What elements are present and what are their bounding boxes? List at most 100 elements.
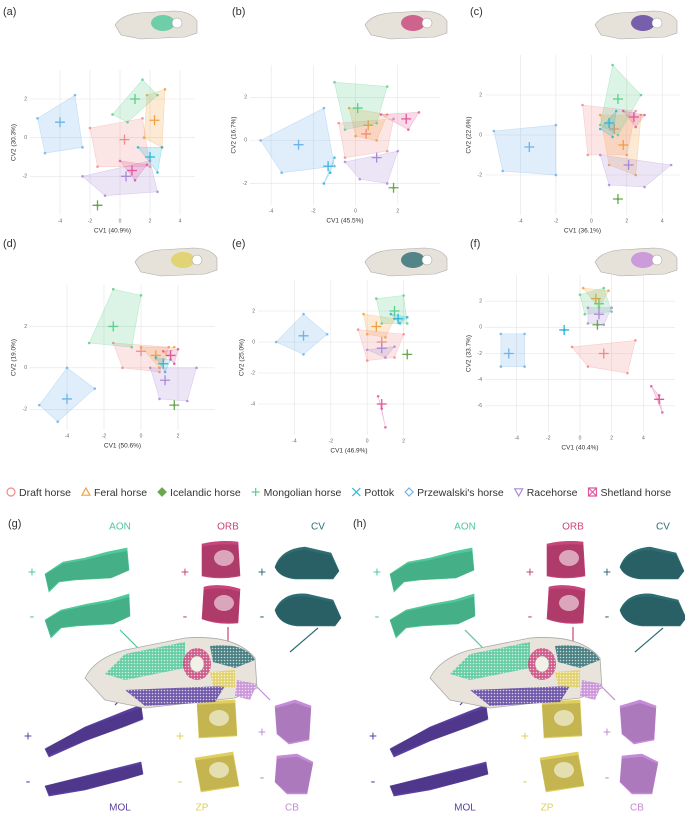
x-tick-label: 2 — [610, 435, 613, 441]
shape-surface — [274, 753, 314, 795]
specimen-point — [501, 169, 505, 173]
specimen-point — [358, 177, 362, 181]
group-mean — [609, 124, 620, 134]
shape-surface — [619, 593, 685, 627]
legend-marker — [6, 487, 16, 497]
shape-surface — [389, 593, 476, 639]
y-tick-label: -2 — [243, 181, 248, 187]
specimen-point — [610, 306, 613, 310]
legend-marker — [351, 487, 361, 497]
specimen-point — [337, 121, 340, 125]
specimen-point — [103, 194, 107, 197]
skull-icon — [594, 10, 678, 40]
specimen-point — [93, 387, 97, 390]
group-mean — [127, 165, 137, 176]
module-label: ZP — [541, 803, 554, 814]
group-mean — [503, 348, 514, 359]
legend-label: Pottok — [364, 487, 395, 499]
group-hull — [379, 112, 420, 131]
x-tick-label: 2 — [402, 438, 405, 444]
module-label: ORB — [217, 522, 239, 533]
specimen-point — [111, 341, 115, 345]
shape-sign: - — [605, 769, 610, 785]
shape-shade — [390, 708, 488, 755]
skull-icon — [594, 247, 678, 277]
group-mean — [376, 399, 387, 409]
specimen-point — [402, 332, 405, 336]
module-shape — [619, 753, 659, 795]
shape-sign: + — [603, 564, 611, 580]
specimen-point — [139, 294, 143, 297]
group-mean — [352, 103, 363, 114]
x-axis-label: CV1 (50.6%) — [104, 443, 141, 450]
specimen-point — [139, 345, 143, 349]
module-shape — [619, 699, 657, 745]
skull-module — [151, 15, 175, 31]
specimen-point — [634, 125, 637, 129]
group-mean — [371, 321, 382, 332]
specimen-point — [405, 322, 409, 325]
shape-shade — [45, 708, 143, 755]
x-tick-label: -4 — [65, 433, 70, 439]
specimen-point — [554, 123, 558, 127]
shape-surface — [619, 753, 659, 795]
specimen-point — [398, 322, 402, 325]
module-label: AON — [454, 522, 476, 533]
y-tick-label: 2 — [24, 96, 27, 102]
legend-label: Przewalski's horse — [417, 487, 504, 499]
specimen-point — [167, 345, 171, 349]
specimen-point — [160, 146, 164, 149]
module-shape — [44, 547, 130, 593]
y-tick-label: 0 — [24, 365, 27, 371]
specimen-point — [385, 113, 389, 116]
specimen-point — [639, 93, 643, 97]
x-tick-label: -4 — [518, 218, 523, 224]
x-tick-label: 0 — [354, 208, 357, 214]
y-tick-label: 0 — [479, 325, 482, 331]
y-tick-label: 0 — [244, 138, 247, 144]
shape-surface — [274, 546, 340, 580]
x-tick-label: -2 — [88, 218, 93, 224]
x-tick-label: -2 — [329, 438, 334, 444]
x-tick-label: 0 — [579, 435, 582, 441]
skull-module — [631, 252, 655, 268]
skull-orbit — [421, 17, 433, 29]
specimen-point — [354, 134, 357, 138]
specimen-point — [302, 353, 305, 356]
specimen-point — [492, 129, 496, 133]
panel-label: (g) — [8, 518, 21, 530]
shape-hole — [554, 762, 574, 778]
y-tick-label: -4 — [478, 377, 483, 383]
y-tick-label: 0 — [252, 339, 255, 345]
specimen-point — [365, 348, 369, 352]
group-mean — [401, 113, 412, 124]
y-tick-label: 2 — [24, 324, 27, 330]
shape-surface — [389, 704, 489, 758]
shape-sign: - — [371, 773, 376, 789]
shape-sign: - — [523, 773, 528, 789]
specimen-point — [643, 185, 646, 189]
skull-orbit — [651, 254, 663, 266]
specimen-point — [661, 411, 664, 414]
landmark-dots — [235, 680, 257, 700]
group-mean — [612, 94, 623, 104]
y-axis-label: CV2 (19.0%) — [11, 339, 18, 376]
specimen-point — [379, 113, 383, 116]
specimen-point — [384, 356, 387, 359]
specimen-point — [145, 93, 149, 97]
panel-label: (h) — [353, 518, 366, 530]
skull-module — [171, 252, 195, 268]
group-mean — [524, 142, 535, 152]
shape-shade — [275, 549, 339, 579]
connector — [254, 684, 271, 701]
shape-hole — [209, 710, 229, 726]
panel-label: (c) — [470, 6, 483, 18]
specimen-point — [148, 159, 152, 163]
skull-orbit — [171, 17, 183, 29]
specimen-point — [163, 88, 167, 91]
shape-sign: - — [375, 608, 380, 624]
specimen-point — [384, 336, 387, 339]
legend-marker — [513, 488, 524, 498]
specimen-point — [649, 384, 653, 388]
y-tick-label: -2 — [23, 174, 28, 180]
